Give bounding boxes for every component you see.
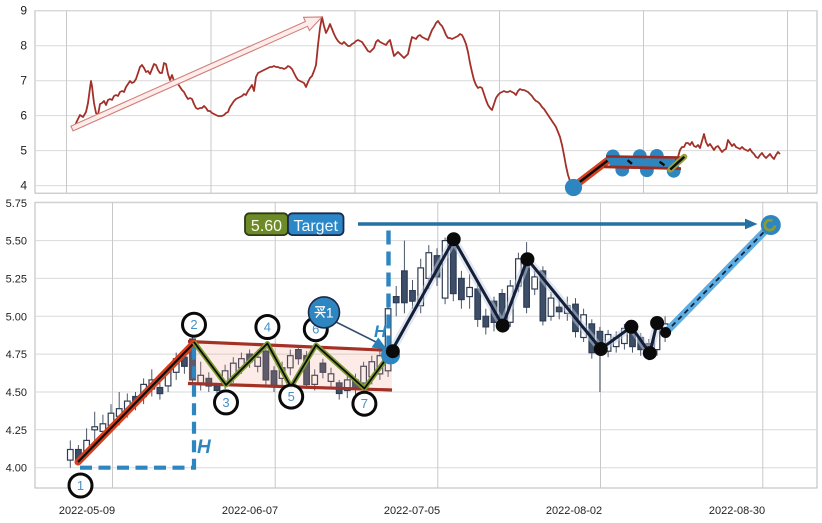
svg-text:2022-07-05: 2022-07-05 — [384, 505, 440, 517]
svg-text:H: H — [197, 437, 212, 458]
svg-text:2022-08-02: 2022-08-02 — [546, 505, 602, 517]
svg-text:2: 2 — [190, 317, 197, 332]
svg-text:7: 7 — [20, 74, 27, 88]
svg-text:4.25: 4.25 — [6, 425, 27, 437]
svg-text:4.50: 4.50 — [6, 387, 27, 399]
svg-text:5: 5 — [20, 144, 27, 158]
svg-text:5.25: 5.25 — [6, 273, 27, 285]
svg-text:2022-05-09: 2022-05-09 — [59, 505, 115, 517]
svg-text:H: H — [374, 322, 387, 341]
svg-text:Target: Target — [293, 218, 338, 235]
svg-text:3: 3 — [222, 395, 229, 410]
svg-text:5.00: 5.00 — [6, 311, 27, 323]
svg-text:1: 1 — [77, 478, 84, 493]
svg-text:5.60: 5.60 — [251, 218, 282, 235]
svg-text:5: 5 — [288, 389, 295, 404]
svg-text:1: 1 — [326, 305, 334, 320]
svg-text:7: 7 — [361, 396, 368, 411]
svg-text:9: 9 — [20, 4, 27, 18]
svg-text:4: 4 — [20, 179, 27, 193]
svg-text:5.50: 5.50 — [6, 236, 27, 248]
svg-text:4: 4 — [264, 320, 271, 335]
svg-text:4.00: 4.00 — [6, 463, 27, 475]
svg-text:5.75: 5.75 — [6, 198, 27, 210]
svg-text:8: 8 — [20, 39, 27, 53]
svg-text:2022-06-07: 2022-06-07 — [222, 505, 278, 517]
svg-text:6: 6 — [20, 109, 27, 123]
svg-text:4.75: 4.75 — [6, 349, 27, 361]
svg-text:6: 6 — [312, 322, 319, 337]
svg-text:2022-08-30: 2022-08-30 — [709, 505, 765, 517]
